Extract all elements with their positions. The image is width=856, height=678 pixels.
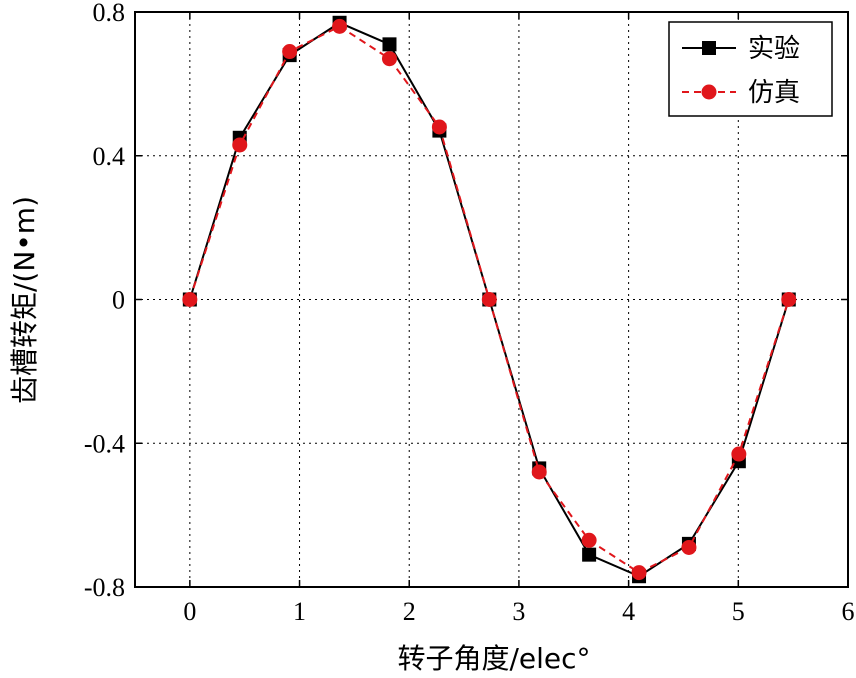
legend-marker-circle	[701, 84, 717, 100]
x-tick-label-0: 0	[183, 597, 196, 626]
legend-box	[668, 21, 833, 117]
data-point-1-4	[381, 51, 397, 67]
x-tick-label-3: 3	[512, 597, 525, 626]
x-axis-label: 转子角度/elec°	[397, 642, 590, 675]
data-point-0-8	[582, 547, 597, 562]
tick-labels: 0 1 2 3 4 5 6 0.8 0.4 0 -0.4 -0.8	[84, 0, 855, 626]
data-point-1-8	[581, 532, 597, 548]
legend-entry-0: 实验	[682, 34, 800, 64]
x-tick-label-5: 5	[732, 597, 745, 626]
data-point-0-4	[382, 37, 397, 52]
legend: 实验 仿真	[668, 21, 833, 117]
y-tick-label-0: 0.8	[93, 0, 126, 27]
y-tick-label-1: 0.4	[93, 142, 126, 171]
data-point-1-2	[282, 44, 298, 60]
series-layer	[182, 15, 797, 584]
y-tick-label-2: 0	[112, 286, 125, 315]
x-tick-label-2: 2	[403, 597, 416, 626]
y-tick-label-4: -0.8	[84, 573, 125, 602]
ticks	[135, 11, 849, 588]
data-point-1-6	[481, 292, 497, 307]
data-point-1-7	[531, 464, 547, 480]
legend-marker-square	[702, 41, 716, 55]
data-point-1-5	[431, 119, 447, 135]
y-axis-label: 齿槽转矩/(N•m)	[8, 196, 41, 404]
data-point-1-11	[731, 446, 747, 462]
data-point-1-10	[681, 539, 697, 555]
data-point-1-9	[631, 565, 647, 581]
series-1	[182, 18, 797, 581]
x-tick-label-6: 6	[842, 597, 855, 626]
y-tick-label-3: -0.4	[84, 429, 125, 458]
legend-label-0: 实验	[748, 34, 800, 64]
x-tick-label-4: 4	[622, 597, 635, 626]
data-point-1-3	[332, 18, 348, 34]
x-tick-label-1: 1	[293, 597, 306, 626]
data-point-1-0	[182, 292, 198, 307]
legend-label-1: 仿真	[748, 78, 800, 108]
data-point-1-1	[232, 137, 248, 153]
legend-entry-1: 仿真	[682, 78, 800, 108]
data-point-1-12	[781, 292, 797, 307]
